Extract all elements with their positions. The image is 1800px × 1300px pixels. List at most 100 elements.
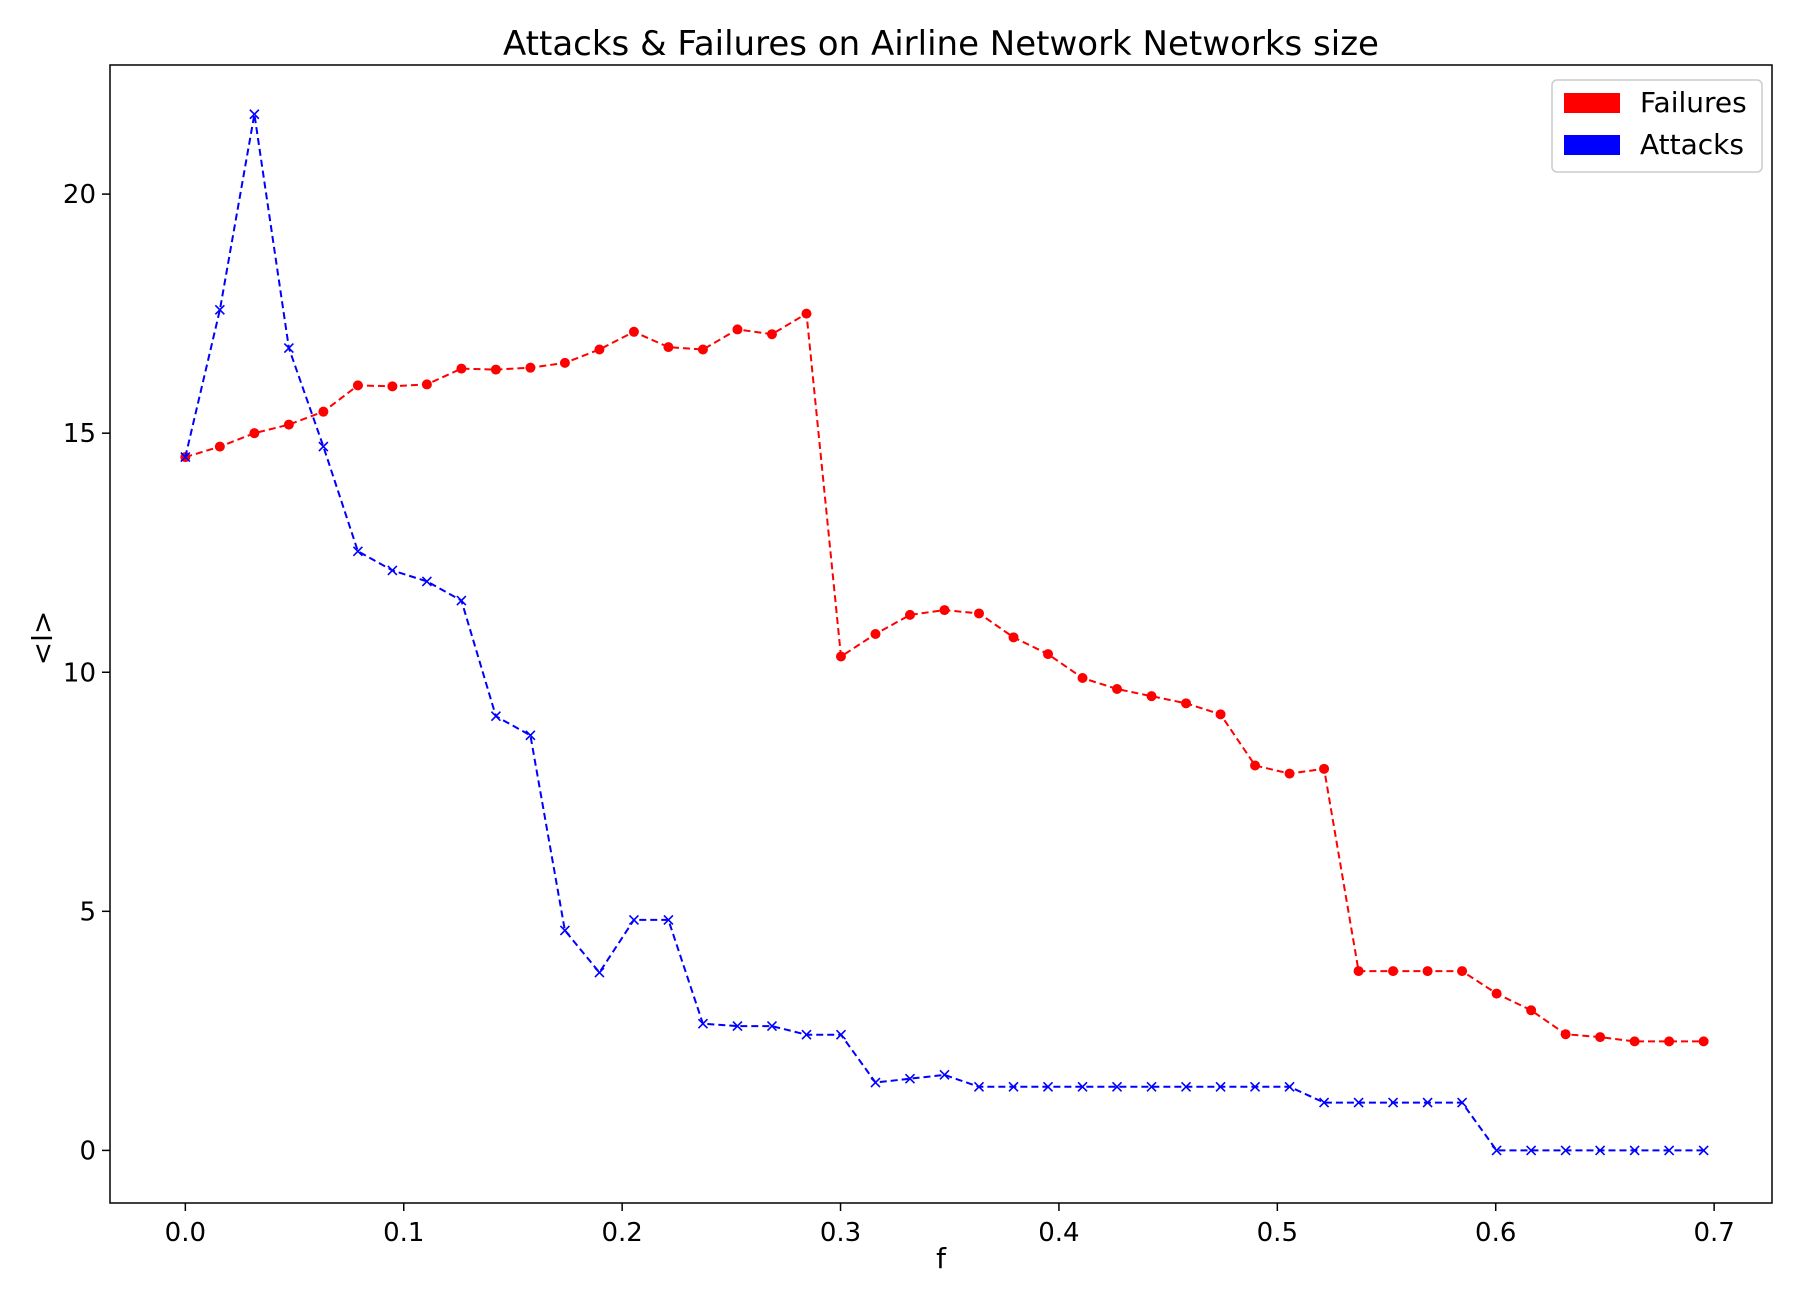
attacks-point: [1008, 1081, 1019, 1092]
failures-point: [283, 419, 294, 430]
attacks-point: [835, 1029, 847, 1040]
failures-point: [801, 308, 812, 319]
failures-point: [1595, 1032, 1606, 1043]
attacks-point: [387, 565, 398, 576]
y-tick-label: 5: [79, 897, 96, 927]
failures-point: [594, 344, 605, 355]
failures-point: [421, 379, 432, 390]
attacks-point: [559, 925, 570, 936]
failures-point: [1284, 768, 1295, 779]
attacks-point: [1284, 1081, 1295, 1092]
attacks-point: [1491, 1145, 1502, 1156]
attacks-point: [1353, 1097, 1364, 1108]
failures-point: [1215, 709, 1226, 720]
failures-point: [1181, 698, 1192, 709]
legend-swatch-failures: [1564, 93, 1620, 113]
attacks-point: [421, 576, 432, 587]
failures-point: [1250, 760, 1261, 771]
failures-point: [318, 406, 329, 417]
legend-label-attacks: Attacks: [1640, 128, 1744, 161]
failures-point: [904, 609, 915, 620]
attacks-series-line: [184, 114, 1704, 1152]
attacks-point: [1526, 1145, 1537, 1156]
x-tick-label: 0.6: [1475, 1218, 1516, 1248]
failures-point: [663, 342, 674, 353]
attacks-point: [525, 730, 536, 741]
failures-point: [1491, 988, 1502, 999]
failures-point: [559, 357, 570, 368]
legend-swatch-attacks: [1564, 135, 1620, 155]
attacks-point: [456, 595, 467, 606]
attacks-point: [1042, 1081, 1054, 1092]
failures-point: [939, 605, 950, 616]
attacks-point: [249, 109, 260, 120]
attacks-point: [1319, 1097, 1330, 1108]
failures-point: [1112, 683, 1123, 694]
failures-point: [1698, 1036, 1709, 1047]
attacks-point: [766, 1021, 778, 1032]
failures-point: [1560, 1029, 1571, 1040]
x-tick-label: 0.0: [165, 1218, 206, 1248]
failures-point: [352, 380, 363, 391]
failures-point: [1043, 649, 1054, 660]
failures-point: [249, 428, 260, 439]
x-tick-label: 0.4: [1038, 1218, 1079, 1248]
attacks-point: [490, 711, 501, 722]
attacks-point: [352, 546, 363, 557]
attacks-point: [318, 441, 329, 452]
attacks-point: [939, 1069, 950, 1080]
attacks-point: [1457, 1097, 1468, 1108]
y-axis: 0 5 10 15 20: [63, 180, 110, 1166]
attacks-point: [1560, 1145, 1571, 1156]
attacks-point: [283, 343, 294, 354]
failures-point: [870, 629, 881, 639]
failures-point: [456, 363, 467, 374]
attacks-point: [1595, 1145, 1606, 1156]
failures-point: [387, 381, 398, 392]
failures-point: [974, 608, 985, 619]
attacks-point: [180, 452, 191, 463]
plot-frame: [109, 64, 1773, 1204]
series-layer: [180, 109, 1709, 1156]
failures-point: [835, 651, 846, 662]
attacks-point: [801, 1029, 812, 1040]
x-tick-label: 0.7: [1693, 1218, 1734, 1248]
attacks-point: [973, 1081, 985, 1092]
x-axis-title: f: [936, 1242, 947, 1275]
attacks-point: [1180, 1081, 1192, 1092]
x-tick-label: 0.5: [1257, 1218, 1298, 1248]
attacks-point: [870, 1077, 881, 1088]
attacks-point: [1077, 1081, 1088, 1092]
x-axis: 0.0 0.1 0.2 0.3 0.4 0.5 0.6 0.7: [165, 1203, 1735, 1248]
failures-point: [1388, 966, 1399, 977]
failures-point: [766, 329, 777, 340]
attacks-point: [697, 1018, 709, 1029]
failures-point: [697, 344, 708, 355]
failures-point: [1629, 1036, 1640, 1047]
attacks-point: [1629, 1145, 1640, 1156]
x-tick-label: 0.2: [601, 1218, 642, 1248]
attacks-point: [1249, 1081, 1261, 1092]
attacks-point: [594, 967, 605, 978]
legend: Failures Attacks: [1551, 79, 1763, 173]
y-axis-title: <l>: [26, 611, 59, 666]
attacks-point: [1698, 1145, 1709, 1156]
failures-point: [1664, 1036, 1675, 1047]
attacks-point: [1111, 1081, 1123, 1092]
x-tick-label: 0.1: [383, 1218, 424, 1248]
attacks-point: [1388, 1097, 1399, 1108]
attacks-point: [663, 914, 674, 925]
attacks-point: [214, 304, 225, 315]
failures-point: [1146, 691, 1157, 702]
attacks-point: [1422, 1097, 1433, 1108]
y-tick-label: 20: [63, 180, 96, 210]
failures-point: [628, 326, 639, 337]
attacks-point: [628, 914, 639, 925]
attacks-point: [1215, 1081, 1226, 1092]
x-tick-label: 0.3: [820, 1218, 861, 1248]
failures-point: [1526, 1005, 1537, 1016]
failures-point: [525, 362, 536, 373]
failures-point: [1457, 966, 1468, 977]
